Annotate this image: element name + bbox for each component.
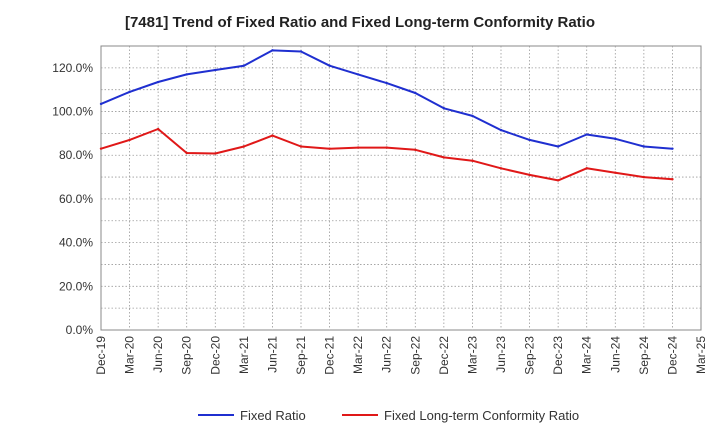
- data-point: [128, 90, 131, 94]
- x-tick-label: Mar-22: [351, 336, 365, 374]
- x-tick-label: Sep-20: [180, 336, 194, 375]
- data-point: [556, 179, 560, 182]
- data-point: [671, 147, 674, 150]
- y-tick-label: 80.0%: [59, 148, 93, 162]
- legend-label: Fixed Long-term Conformity Ratio: [384, 408, 579, 423]
- data-point: [385, 146, 388, 149]
- data-point: [499, 128, 503, 132]
- data-point: [185, 73, 188, 76]
- data-point: [528, 138, 531, 142]
- x-tick-label: Sep-24: [637, 336, 651, 375]
- y-tick-label: 40.0%: [59, 236, 93, 250]
- x-tick-label: Sep-21: [294, 336, 308, 375]
- data-point: [214, 152, 217, 155]
- data-point: [185, 151, 188, 155]
- x-tick-label: Mar-21: [237, 336, 251, 374]
- data-point: [499, 167, 503, 170]
- data-point: [242, 64, 246, 67]
- y-tick-label: 120.0%: [52, 61, 93, 75]
- data-point: [356, 73, 360, 76]
- data-point: [356, 146, 360, 149]
- data-point: [242, 145, 246, 148]
- data-point: [614, 137, 617, 141]
- y-tick-label: 60.0%: [59, 192, 93, 206]
- data-point: [471, 159, 474, 162]
- data-point: [214, 68, 217, 72]
- x-tick-label: Mar-25: [694, 336, 708, 374]
- data-point: [671, 178, 674, 181]
- x-tick-label: Mar-24: [580, 336, 594, 374]
- x-tick-label: Jun-23: [494, 336, 508, 373]
- x-tick-label: Dec-22: [437, 336, 451, 375]
- x-tick-label: Mar-23: [465, 336, 479, 374]
- data-point: [271, 49, 274, 52]
- data-point: [299, 145, 303, 148]
- data-point: [156, 127, 160, 131]
- x-tick-label: Mar-20: [123, 336, 137, 374]
- data-point: [385, 81, 388, 85]
- axes: 0.0% 20.0% 40.0% 60.0% 80.0% 100.0% 120.0% Dec-…: [52, 61, 708, 375]
- data-point: [99, 147, 103, 150]
- x-tick-label: Jun-21: [265, 336, 279, 373]
- x-tick-label: Jun-24: [608, 336, 622, 373]
- x-tick-label: Dec-24: [665, 336, 679, 375]
- chart-title: [7481] Trend of Fixed Ratio and Fixed Lo…: [124, 14, 596, 31]
- data-point: [99, 102, 103, 106]
- x-tick-label: Dec-23: [551, 336, 565, 375]
- x-tick-label: Dec-21: [323, 336, 337, 375]
- data-point: [642, 175, 646, 179]
- data-point: [414, 91, 417, 95]
- data-point: [556, 145, 560, 148]
- data-point: [442, 107, 446, 110]
- y-tick-label: 20.0%: [59, 279, 93, 293]
- x-tick-label: Jun-20: [151, 336, 165, 373]
- data-point: [642, 145, 646, 148]
- data-point: [442, 156, 446, 159]
- series: [99, 49, 674, 182]
- data-point: [528, 173, 531, 177]
- data-point: [585, 167, 588, 170]
- data-point: [271, 134, 274, 137]
- data-point: [328, 147, 331, 150]
- grid: [100, 45, 702, 331]
- plot-area: [100, 45, 702, 331]
- data-point: [328, 64, 331, 67]
- x-tick-label: Sep-23: [523, 336, 537, 375]
- legend-label: Fixed Ratio: [240, 408, 306, 423]
- y-tick-label: 0.0%: [66, 323, 94, 337]
- data-point: [614, 171, 617, 174]
- x-tick-label: Dec-19: [94, 336, 108, 375]
- x-tick-label: Dec-20: [208, 336, 222, 375]
- data-point: [471, 114, 474, 118]
- data-point: [414, 148, 417, 151]
- y-tick-label: 100.0%: [52, 105, 93, 119]
- data-point: [299, 50, 303, 53]
- legend: Fixed Ratio Fixed Long-term Conformity Ra…: [198, 408, 579, 423]
- data-point: [156, 80, 160, 84]
- data-point: [128, 138, 131, 142]
- x-tick-label: Sep-22: [408, 336, 422, 375]
- x-tick-label: Jun-22: [380, 336, 394, 373]
- data-point: [585, 133, 588, 136]
